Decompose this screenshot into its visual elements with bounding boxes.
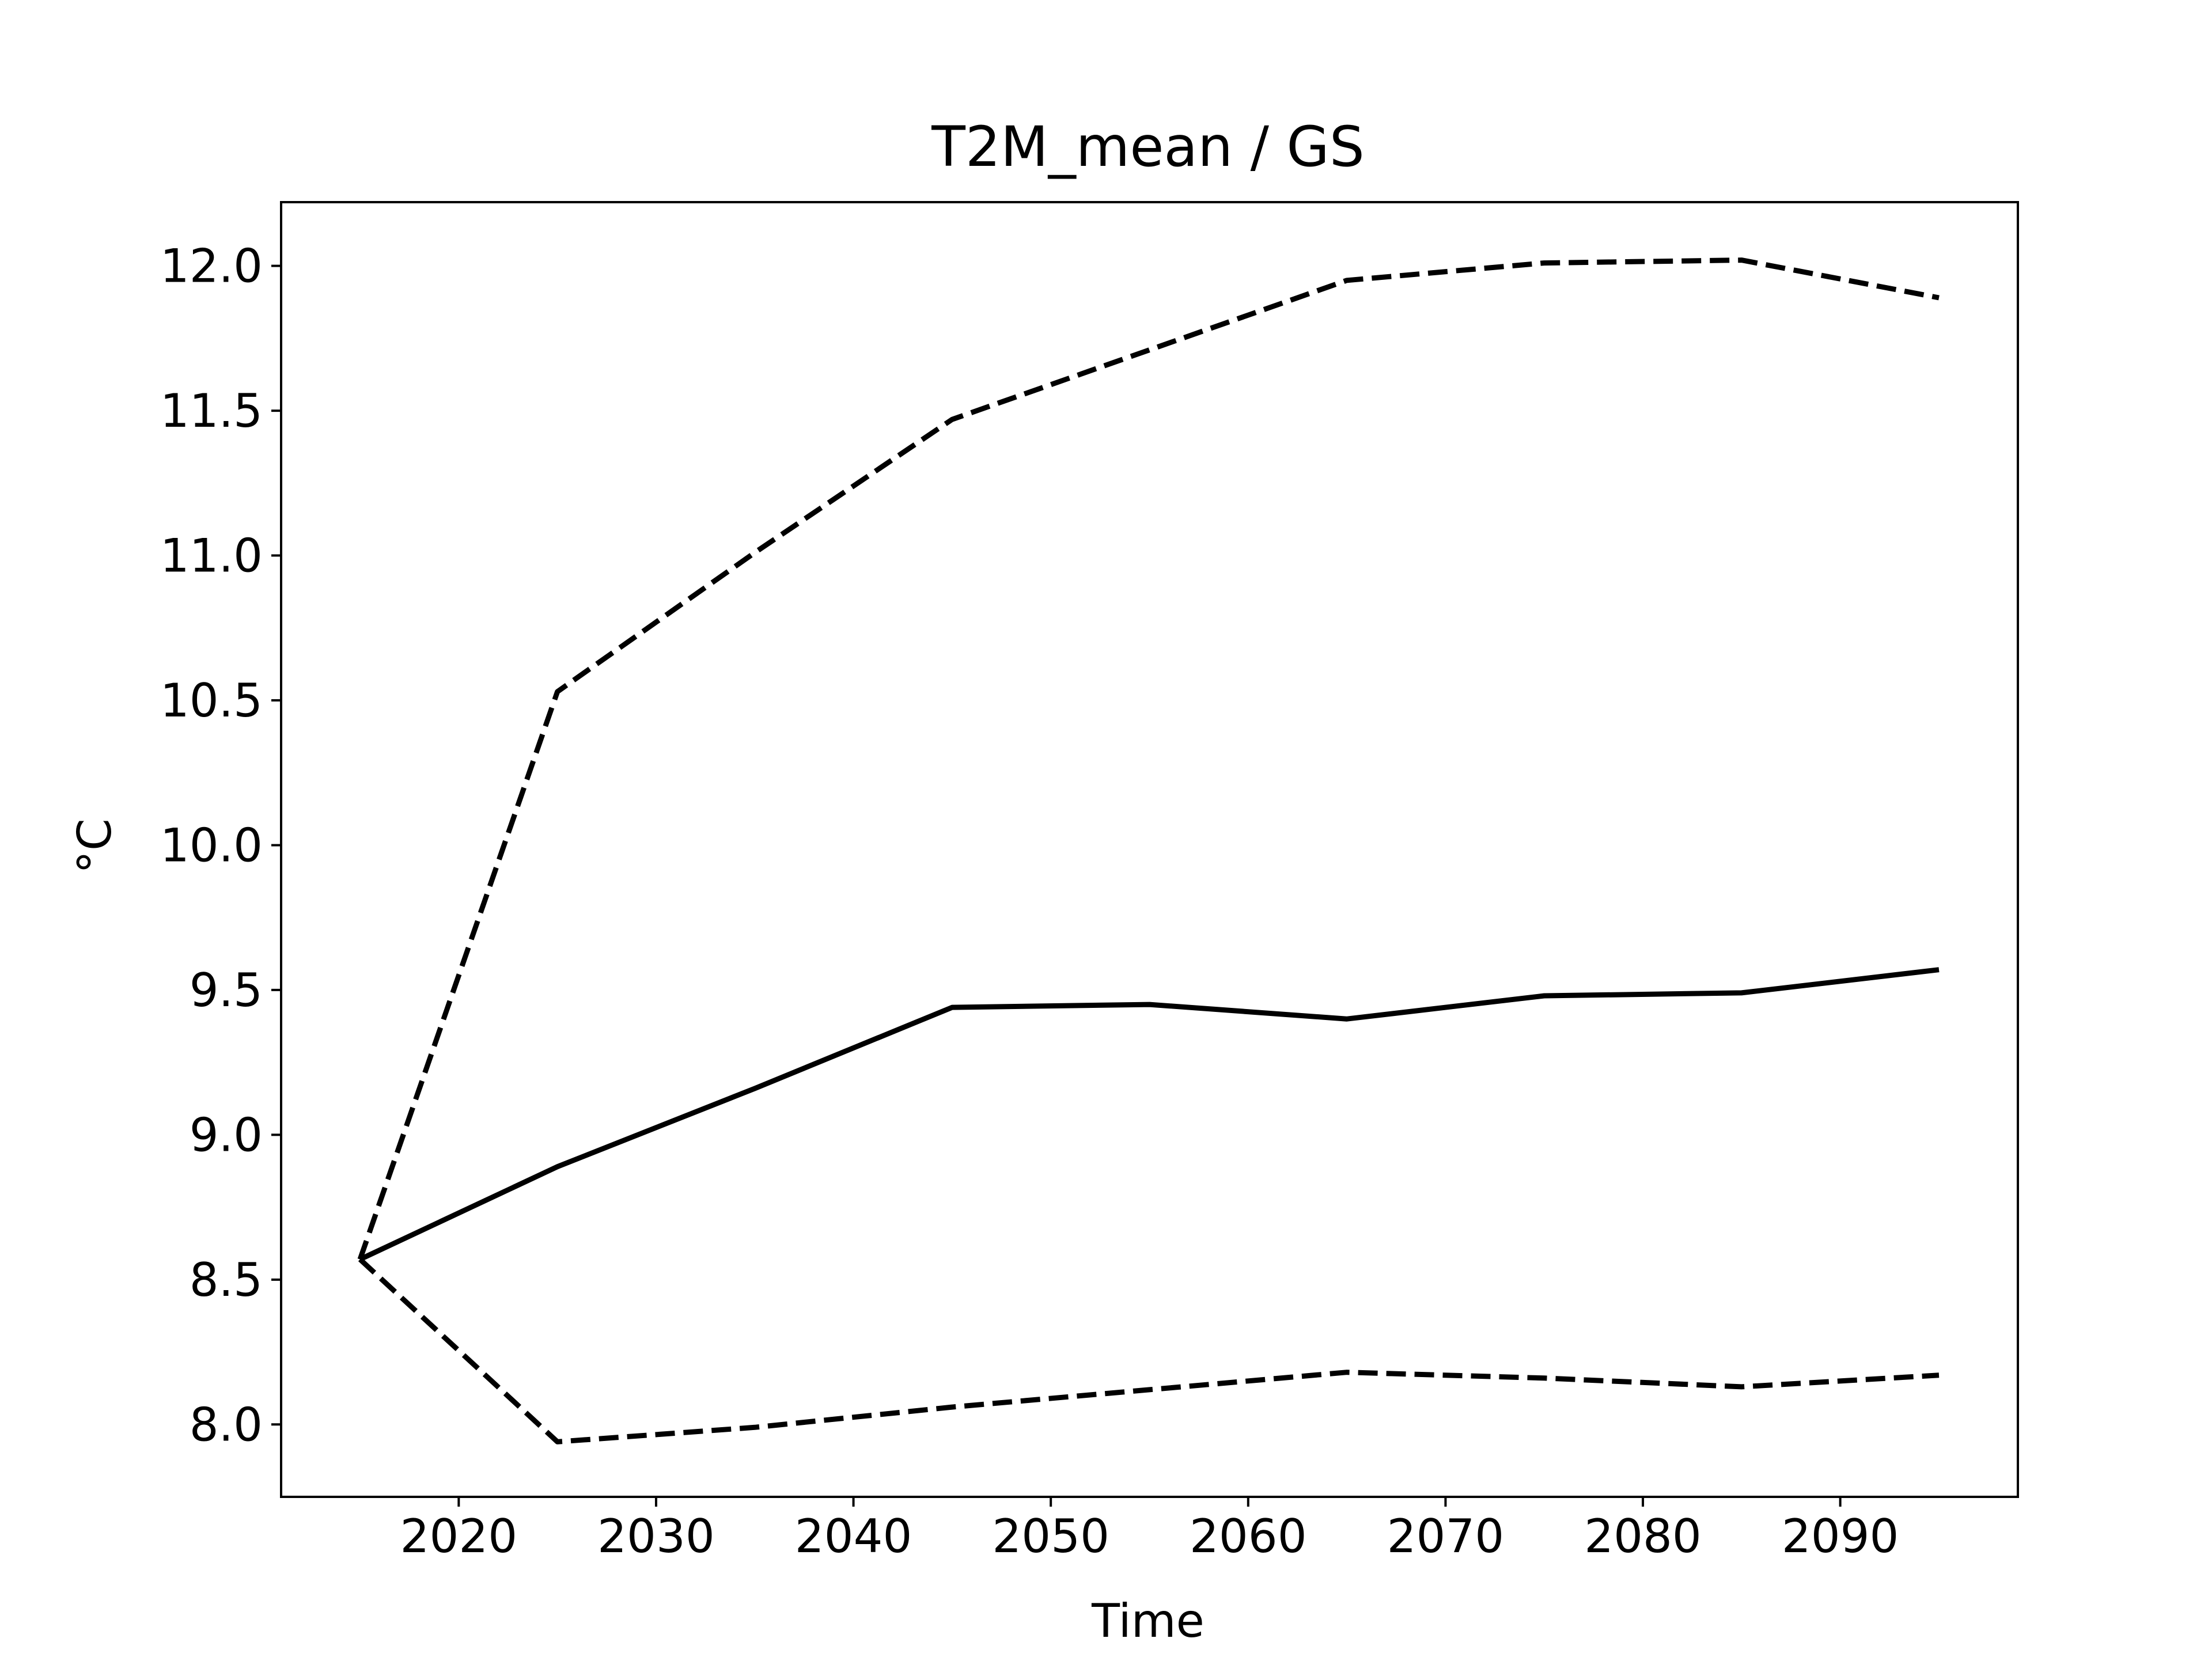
x-tick-label: 2090 [1782,1510,1899,1563]
x-tick-label: 2070 [1387,1510,1505,1563]
y-tick-label: 11.5 [160,384,263,438]
chart-title: T2M_mean / GS [931,115,1365,179]
plot-area: 2020 2030 2040 2050 2060 2070 2080 2090 8.0 8.5 9.… [160,201,2019,1563]
x-tick-label: 2040 [795,1510,912,1563]
x-tick-label: 2020 [400,1510,518,1563]
x-tick-label: 2060 [1190,1510,1307,1563]
y-tick-label: 10.0 [160,818,263,872]
plot-frame [280,201,2019,1498]
y-axis-label: °C [68,818,122,874]
series-line-3 [358,1257,1940,1444]
y-tick-label: 11.0 [160,529,263,583]
y-tick-label: 9.5 [190,964,263,1017]
y-tick-label: 10.5 [160,674,263,727]
series-line-2 [357,257,1940,1261]
series-line-1 [359,967,1940,1262]
x-tick-label: 2030 [597,1510,715,1563]
x-axis-label: Time [1091,1594,1205,1648]
y-tick-label: 8.5 [190,1253,263,1307]
y-tick-label: 12.0 [160,240,263,293]
y-tick-label: 9.0 [190,1108,263,1162]
y-tick-label: 8.0 [190,1398,263,1451]
x-tick-label: 2050 [992,1510,1109,1563]
x-tick-label: 2080 [1584,1510,1702,1563]
